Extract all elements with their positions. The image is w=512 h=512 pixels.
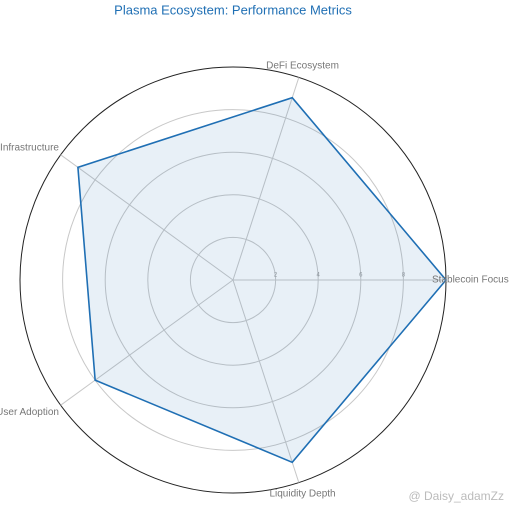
r-tick-label: 2: [274, 273, 278, 279]
r-tick-label: 4: [317, 273, 321, 279]
axis-label: Stablecoin Focus: [432, 275, 509, 286]
spoke: [60, 154, 234, 281]
axis-label: User Adoption: [0, 407, 59, 418]
spoke: [232, 77, 300, 281]
r-tick-label: 6: [359, 273, 363, 279]
watermark: @ Daisy_adamZz: [408, 489, 504, 503]
spoke: [232, 279, 300, 483]
axis-label: Liquidity Depth: [269, 489, 335, 500]
spoke: [60, 279, 234, 406]
axis-label: DeFi Ecosystem: [266, 61, 339, 72]
chart-title: Plasma Ecosystem: Performance Metrics: [114, 2, 352, 17]
r-tick-label: 8: [402, 273, 406, 279]
axis-label: Infrastructure: [0, 142, 59, 153]
radar-area: [77, 96, 448, 464]
